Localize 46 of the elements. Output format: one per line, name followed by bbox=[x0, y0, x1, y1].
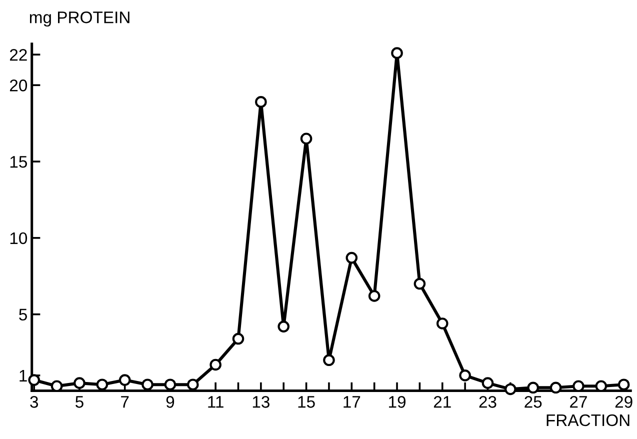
point bbox=[391, 47, 403, 59]
y-tick-label: 1 bbox=[20, 370, 27, 382]
point bbox=[414, 278, 426, 290]
point bbox=[164, 378, 176, 391]
x-tick-label: 23 bbox=[479, 396, 496, 408]
point bbox=[550, 382, 562, 394]
point bbox=[210, 358, 222, 371]
point bbox=[232, 332, 244, 345]
y-axis-title: mg PROTEIN bbox=[30, 11, 130, 27]
x-tick-label: 21 bbox=[434, 396, 451, 408]
y-tick-label: 5 bbox=[19, 308, 27, 321]
y-tick-label: 22 bbox=[10, 48, 27, 61]
x-tick-label: 19 bbox=[389, 396, 406, 408]
point bbox=[28, 374, 40, 386]
point bbox=[618, 378, 630, 391]
x-tick-label: 29 bbox=[615, 396, 632, 408]
x-tick-label: 15 bbox=[298, 396, 315, 408]
point bbox=[186, 378, 199, 391]
y-tick-label: 15 bbox=[10, 156, 27, 168]
point bbox=[323, 354, 335, 366]
x-tick-label: 9 bbox=[166, 396, 174, 408]
point bbox=[278, 320, 290, 332]
y-tick-label: 10 bbox=[10, 232, 28, 244]
point bbox=[504, 383, 516, 396]
x-tick-label: 17 bbox=[344, 396, 360, 408]
point bbox=[436, 318, 448, 330]
point bbox=[74, 377, 86, 389]
x-tick-label: 7 bbox=[121, 396, 129, 408]
point bbox=[142, 378, 154, 391]
point bbox=[527, 382, 540, 394]
point bbox=[300, 132, 312, 145]
point bbox=[118, 374, 131, 386]
point bbox=[346, 252, 358, 264]
point bbox=[459, 370, 471, 382]
x-axis-title: FRACTION bbox=[546, 414, 630, 426]
y-tick-label: 20 bbox=[10, 80, 28, 92]
x-tick-label: 13 bbox=[252, 396, 270, 408]
x-tick-label: 25 bbox=[524, 396, 542, 408]
point bbox=[482, 377, 494, 389]
point bbox=[96, 378, 108, 391]
x-tick-label: 3 bbox=[30, 396, 38, 408]
point bbox=[255, 96, 267, 108]
x-tick-label: 27 bbox=[570, 396, 587, 408]
x-tick-label: 5 bbox=[76, 396, 84, 408]
x-tick-label: 11 bbox=[208, 396, 224, 408]
point bbox=[368, 290, 380, 302]
